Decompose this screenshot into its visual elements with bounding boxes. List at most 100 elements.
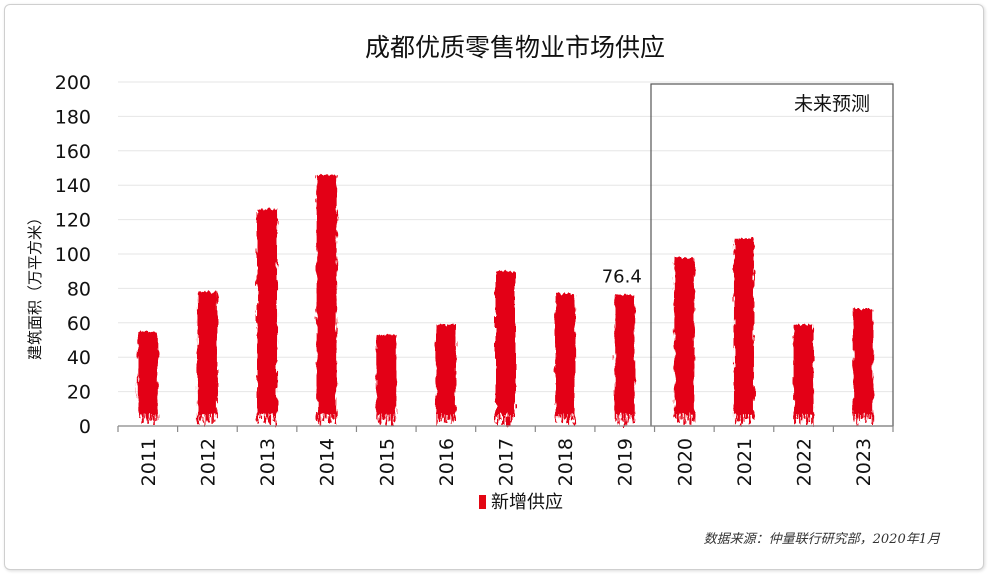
bar-tail bbox=[501, 412, 504, 425]
bar-tail bbox=[269, 412, 272, 425]
bar-tail bbox=[859, 412, 862, 422]
bar-body bbox=[257, 209, 278, 414]
bar-tail bbox=[555, 412, 558, 422]
x-tick-label: 2018 bbox=[555, 438, 577, 486]
y-tick-label: 0 bbox=[79, 416, 91, 438]
bar-tail bbox=[394, 412, 397, 422]
bar-tail bbox=[212, 412, 215, 423]
bar-tail bbox=[272, 412, 275, 421]
bar-tail bbox=[334, 412, 337, 424]
bar-tail bbox=[620, 412, 623, 421]
bar-body bbox=[853, 309, 874, 414]
bar-tail bbox=[200, 412, 203, 421]
bar-tail bbox=[385, 412, 388, 425]
legend: 新增供应 bbox=[479, 492, 563, 513]
bar-tail bbox=[751, 412, 754, 419]
bar-tail bbox=[322, 412, 325, 422]
bar-tail bbox=[209, 412, 212, 418]
bar-tail bbox=[510, 412, 513, 422]
bar-tail bbox=[811, 412, 814, 426]
x-tick-label: 2020 bbox=[674, 438, 696, 486]
bar-body bbox=[197, 291, 218, 414]
bar-tail bbox=[561, 412, 564, 423]
legend-label: 新增供应 bbox=[491, 492, 563, 513]
bar-tail bbox=[865, 412, 868, 423]
y-tick-label: 160 bbox=[55, 141, 91, 163]
bar-tail bbox=[435, 412, 438, 426]
bar bbox=[793, 324, 814, 426]
bar-tail bbox=[263, 412, 266, 424]
bar-tail bbox=[152, 412, 155, 425]
bar-tail bbox=[793, 412, 796, 423]
bar-tail bbox=[197, 412, 200, 425]
bar-tail bbox=[868, 412, 871, 419]
bar-tail bbox=[260, 412, 263, 419]
bar bbox=[257, 209, 278, 426]
x-tick-label: 2019 bbox=[615, 438, 637, 486]
bar-body bbox=[793, 324, 814, 414]
x-tick-label: 2012 bbox=[197, 438, 219, 486]
bar-tail bbox=[447, 412, 450, 419]
bar-body bbox=[435, 324, 456, 414]
bar-tail bbox=[629, 412, 632, 418]
y-tick-label: 80 bbox=[67, 278, 91, 300]
bar-tail bbox=[379, 412, 382, 424]
bar-tail bbox=[391, 412, 394, 426]
bar-body bbox=[555, 293, 576, 414]
bar-tail bbox=[567, 412, 570, 424]
bar bbox=[495, 271, 516, 426]
gridlines bbox=[118, 81, 893, 393]
bars bbox=[137, 174, 874, 426]
bar-tail bbox=[614, 412, 617, 420]
bar-tail bbox=[802, 412, 805, 420]
x-tick-label: 2021 bbox=[734, 438, 756, 486]
bar bbox=[197, 291, 218, 426]
bar-tail bbox=[507, 412, 510, 426]
bar-tail bbox=[674, 412, 677, 418]
bar-tail bbox=[623, 412, 626, 426]
bar-tail bbox=[388, 412, 391, 421]
bar-tail bbox=[331, 412, 334, 419]
bar-tail bbox=[319, 412, 322, 426]
bar-tail bbox=[748, 412, 751, 423]
bar-body bbox=[137, 331, 158, 414]
y-tick-label: 140 bbox=[55, 175, 91, 197]
bar bbox=[316, 174, 337, 426]
bar-tail bbox=[799, 412, 802, 424]
x-tick-label: 2023 bbox=[853, 438, 875, 486]
bar-tail bbox=[564, 412, 567, 419]
bar-tail bbox=[495, 412, 498, 424]
bar-tail bbox=[382, 412, 385, 420]
y-tick-label: 40 bbox=[67, 347, 91, 369]
bar-tail bbox=[275, 412, 278, 426]
bar-tail bbox=[856, 412, 859, 426]
bar-tail bbox=[215, 412, 218, 419]
x-tick-label: 2017 bbox=[496, 438, 518, 486]
y-axis-ticks: 0 20 40 60 80 100 120 140 160 180 200 bbox=[55, 72, 91, 438]
bar-tail bbox=[742, 412, 745, 422]
bar-tail bbox=[203, 412, 206, 426]
y-tick-label: 180 bbox=[55, 106, 91, 128]
data-labels: 76.4 bbox=[602, 267, 642, 288]
bar bbox=[435, 324, 456, 426]
x-tick-label: 2016 bbox=[436, 438, 458, 486]
y-tick-label: 120 bbox=[55, 210, 91, 232]
bar bbox=[853, 309, 874, 426]
bar-body bbox=[674, 257, 695, 414]
bar-body bbox=[733, 238, 754, 414]
bar-tail bbox=[853, 412, 856, 421]
bar-tail bbox=[862, 412, 865, 418]
bar-tail bbox=[206, 412, 209, 422]
bar bbox=[376, 334, 397, 426]
bar-tail bbox=[808, 412, 811, 421]
bar-tail bbox=[686, 412, 689, 420]
bar-tail bbox=[680, 412, 683, 419]
bar-body bbox=[614, 294, 635, 414]
bar-tail bbox=[316, 412, 319, 421]
y-tick-label: 100 bbox=[55, 244, 91, 266]
x-tick-label: 2022 bbox=[794, 438, 816, 486]
x-tick-label: 2014 bbox=[317, 438, 339, 486]
bar bbox=[733, 238, 754, 426]
bar bbox=[674, 257, 695, 425]
